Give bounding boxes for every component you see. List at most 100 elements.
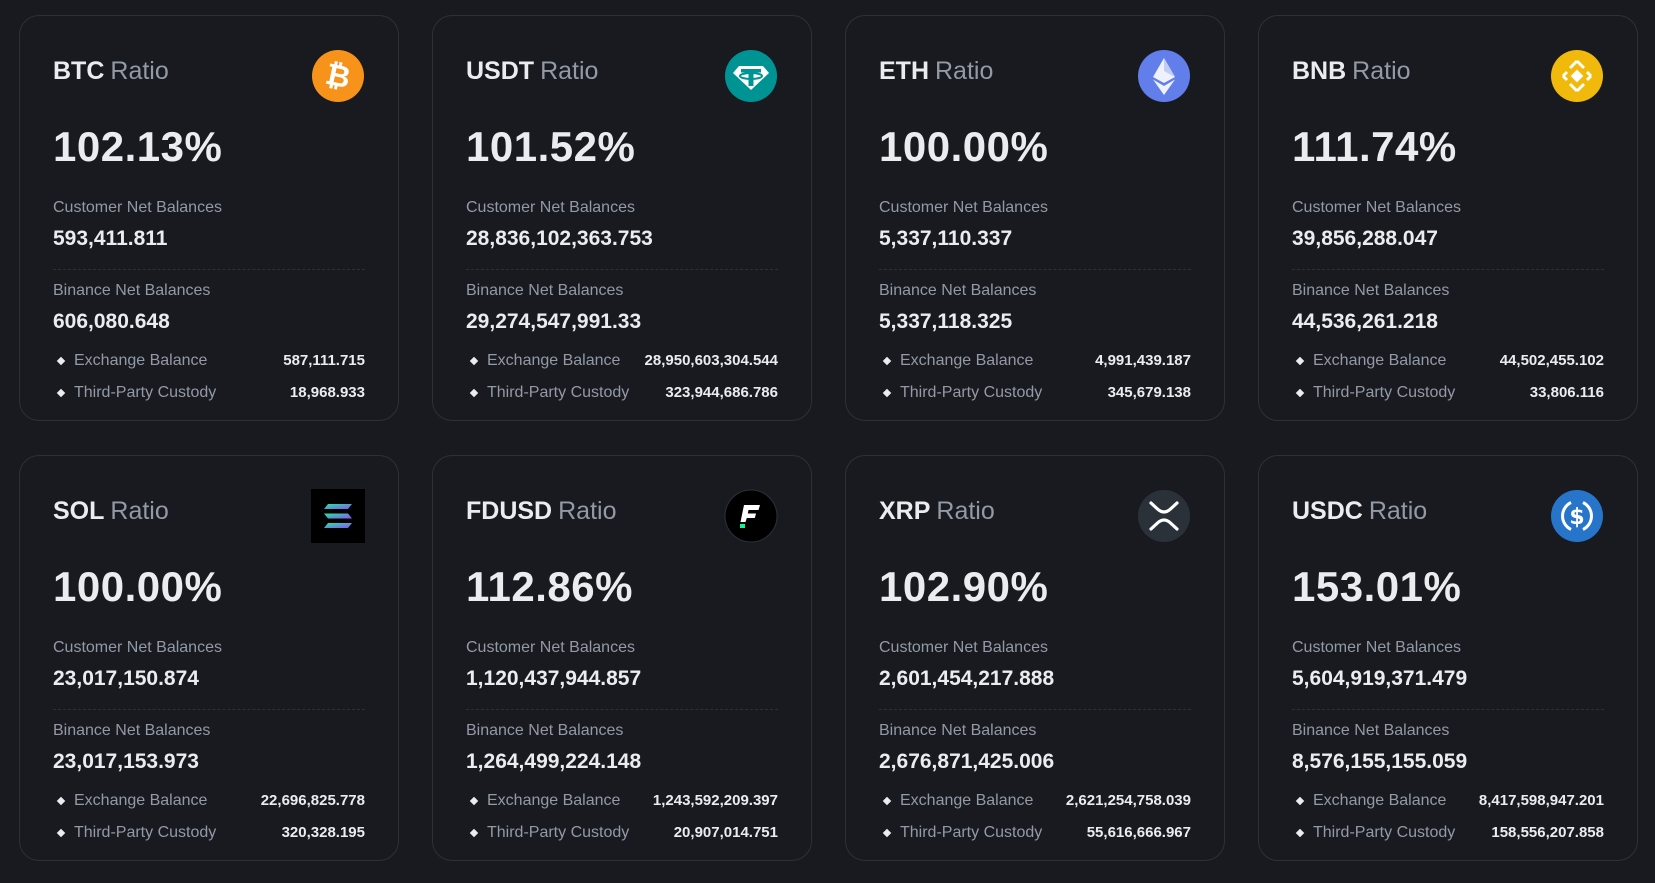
ratio-label: Ratio xyxy=(558,497,617,525)
binance-net-balances-label: Binance Net Balances xyxy=(466,282,624,299)
binance-net-balances-label: Binance Net Balances xyxy=(53,282,211,299)
card-heading: SOL Ratio xyxy=(53,496,169,526)
asset-symbol: XRP xyxy=(879,497,931,525)
binance-net-balances-value: 606,080.648 xyxy=(53,310,170,333)
exchange-balance-label: Exchange Balance xyxy=(900,792,1034,809)
diamond-bullet-icon xyxy=(882,356,892,366)
binance-net-balances-value: 5,337,118.325 xyxy=(879,310,1013,333)
ratio-label: Ratio xyxy=(936,497,995,525)
reserve-ratio-value: 111.74% xyxy=(1292,123,1457,170)
card-heading: ETH Ratio xyxy=(879,56,993,86)
third-party-custody-row: Third-Party Custody 18,968.933 xyxy=(53,382,365,404)
asset-card-bnb: BNB Ratio 111.74% Customer Net Balances 3… xyxy=(1258,15,1638,421)
third-party-custody-value: 20,907,014.751 xyxy=(673,824,778,841)
customer-net-balances-value: 5,604,919,371.479 xyxy=(1292,667,1468,690)
customer-net-balances-value: 1,120,437,944.857 xyxy=(466,667,642,690)
binance-net-balances-label: Binance Net Balances xyxy=(879,722,1037,739)
card-heading: BTC Ratio xyxy=(53,56,169,86)
customer-net-balances-value: 5,337,110.337 xyxy=(879,227,1013,250)
customer-net-balances-value: 28,836,102,363.753 xyxy=(466,227,653,250)
third-party-custody-value: 345,679.138 xyxy=(1107,384,1191,401)
customer-net-balances-label: Customer Net Balances xyxy=(1292,639,1461,656)
third-party-custody-row: Third-Party Custody 20,907,014.751 xyxy=(466,822,778,844)
binance-net-balances-value: 44,536,261.218 xyxy=(1292,310,1438,333)
third-party-custody-label: Third-Party Custody xyxy=(900,824,1043,841)
asset-symbol: USDC xyxy=(1292,497,1363,525)
third-party-custody-value: 18,968.933 xyxy=(289,384,365,401)
card-heading: FDUSD Ratio xyxy=(466,496,616,526)
binance-net-balances-value: 29,274,547,991.33 xyxy=(466,310,642,333)
exchange-balance-value: 22,696,825.778 xyxy=(260,792,365,809)
exchange-balance-label: Exchange Balance xyxy=(487,352,621,369)
diamond-bullet-icon xyxy=(56,828,66,838)
exchange-balance-row: Exchange Balance 44,502,455.102 xyxy=(1292,350,1604,372)
ratio-label: Ratio xyxy=(935,57,994,85)
exchange-balance-row: Exchange Balance 2,621,254,758.039 xyxy=(879,790,1191,812)
asset-symbol: BNB xyxy=(1292,57,1347,85)
binance-net-balances-value: 2,676,871,425.006 xyxy=(879,750,1055,773)
asset-symbol: BTC xyxy=(53,57,105,85)
exchange-balance-label: Exchange Balance xyxy=(1313,792,1447,809)
third-party-custody-label: Third-Party Custody xyxy=(487,384,630,401)
binance-net-balances-value: 8,576,155,155.059 xyxy=(1292,750,1468,773)
exchange-balance-row: Exchange Balance 1,243,592,209.397 xyxy=(466,790,778,812)
reserve-ratio-value: 101.52% xyxy=(466,123,636,170)
asset-card-fdusd: FDUSD Ratio 112.86% Customer Net Balances… xyxy=(432,455,812,861)
card-heading: XRP Ratio xyxy=(879,496,995,526)
ratio-label: Ratio xyxy=(540,57,599,85)
diamond-bullet-icon xyxy=(1295,356,1305,366)
exchange-balance-row: Exchange Balance 587,111.715 xyxy=(53,350,365,372)
divider xyxy=(1292,269,1604,270)
reserve-ratio-value: 153.01% xyxy=(1292,563,1462,610)
customer-net-balances-label: Customer Net Balances xyxy=(466,639,635,656)
binance-net-balances-label: Binance Net Balances xyxy=(1292,282,1450,299)
third-party-custody-label: Third-Party Custody xyxy=(74,824,217,841)
third-party-custody-label: Third-Party Custody xyxy=(1313,384,1456,401)
third-party-custody-row: Third-Party Custody 158,556,207.858 xyxy=(1292,822,1604,844)
divider xyxy=(879,709,1191,710)
third-party-custody-row: Third-Party Custody 345,679.138 xyxy=(879,382,1191,404)
usdc-icon: $ xyxy=(1550,489,1604,543)
third-party-custody-row: Third-Party Custody 33,806.116 xyxy=(1292,382,1604,404)
third-party-custody-row: Third-Party Custody 55,616,666.967 xyxy=(879,822,1191,844)
diamond-bullet-icon xyxy=(1295,828,1305,838)
exchange-balance-row: Exchange Balance 28,950,603,304.544 xyxy=(466,350,778,372)
third-party-custody-value: 33,806.116 xyxy=(1529,384,1604,401)
ratio-label: Ratio xyxy=(110,497,169,525)
divider xyxy=(1292,709,1604,710)
exchange-balance-value: 44,502,455.102 xyxy=(1499,352,1604,369)
third-party-custody-row: Third-Party Custody 320,328.195 xyxy=(53,822,365,844)
usdt-icon xyxy=(724,49,778,103)
divider xyxy=(466,269,778,270)
asset-card-sol: SOL Ratio 100.00% Customer Net Balances 2… xyxy=(19,455,399,861)
diamond-bullet-icon xyxy=(1295,388,1305,398)
exchange-balance-value: 2,621,254,758.039 xyxy=(1065,792,1191,809)
third-party-custody-label: Third-Party Custody xyxy=(1313,824,1456,841)
exchange-balance-label: Exchange Balance xyxy=(1313,352,1447,369)
card-heading: USDC Ratio xyxy=(1292,496,1427,526)
exchange-balance-value: 4,991,439.187 xyxy=(1095,352,1191,369)
third-party-custody-label: Third-Party Custody xyxy=(74,384,217,401)
diamond-bullet-icon xyxy=(882,388,892,398)
eth-icon xyxy=(1137,49,1191,103)
exchange-balance-label: Exchange Balance xyxy=(487,792,621,809)
asset-card-usdt: USDT Ratio 101.52% Customer Net Balances … xyxy=(432,15,812,421)
diamond-bullet-icon xyxy=(882,828,892,838)
binance-net-balances-label: Binance Net Balances xyxy=(879,282,1037,299)
exchange-balance-row: Exchange Balance 4,991,439.187 xyxy=(879,350,1191,372)
third-party-custody-row: Third-Party Custody 323,944,686.786 xyxy=(466,382,778,404)
exchange-balance-row: Exchange Balance 8,417,598,947.201 xyxy=(1292,790,1604,812)
exchange-balance-row: Exchange Balance 22,696,825.778 xyxy=(53,790,365,812)
binance-net-balances-label: Binance Net Balances xyxy=(1292,722,1450,739)
reserve-ratio-value: 112.86% xyxy=(466,563,633,610)
third-party-custody-value: 55,616,666.967 xyxy=(1086,824,1191,841)
asset-symbol: SOL xyxy=(53,497,105,525)
third-party-custody-value: 320,328.195 xyxy=(281,824,365,841)
third-party-custody-label: Third-Party Custody xyxy=(487,824,630,841)
reserve-ratio-value: 102.13% xyxy=(53,123,223,170)
third-party-custody-label: Third-Party Custody xyxy=(900,384,1043,401)
customer-net-balances-label: Customer Net Balances xyxy=(879,199,1048,216)
diamond-bullet-icon xyxy=(469,828,479,838)
ratio-label: Ratio xyxy=(1368,497,1428,525)
fdusd-icon xyxy=(724,489,778,543)
